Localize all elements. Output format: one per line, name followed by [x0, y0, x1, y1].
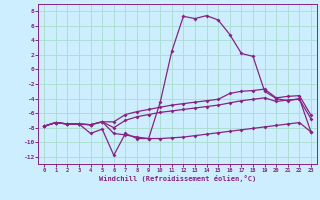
- X-axis label: Windchill (Refroidissement éolien,°C): Windchill (Refroidissement éolien,°C): [99, 175, 256, 182]
